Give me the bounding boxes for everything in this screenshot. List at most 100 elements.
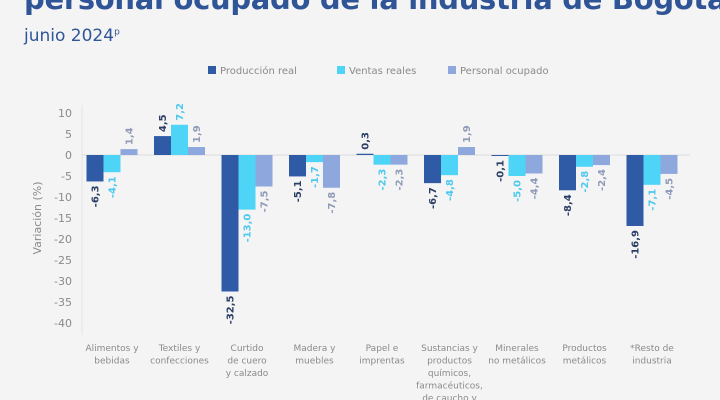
bar [576,155,593,167]
category-label: Papel e imprentas [359,344,405,367]
category-label-line: Madera y [294,344,337,354]
data-label: -13,0 [243,214,254,243]
category-label-line: Alimentos y [85,344,139,354]
data-label: -5,1 [293,180,304,202]
bar [441,155,458,176]
category-label-line: y calzado [226,369,269,379]
bar [103,155,121,173]
legend: Producción real Ventas reales Personal ocu… [208,65,549,77]
bar [289,155,306,177]
data-label: -7,1 [648,189,659,211]
legend-label: Personal ocupado [460,66,549,77]
bar [255,155,273,187]
y-tick-label: -10 [54,191,72,204]
y-tick-label: -25 [54,254,72,267]
y-tick-label: -40 [54,317,72,330]
data-label: -2,3 [378,169,389,191]
bar [508,155,526,176]
bar [424,155,441,184]
data-label: 7,2 [175,103,186,121]
bar [154,136,171,155]
category-label: Curtido de cuero y calzado [226,344,269,379]
subtitle-superscript: p [114,27,120,38]
y-tick-label: -30 [54,275,72,288]
bar [559,155,576,191]
y-tick-label: -5 [61,170,72,183]
data-label: -32,5 [226,295,237,324]
category-label-line: imprentas [359,357,405,367]
bar [306,155,323,163]
y-axis-label: Variación (%) [31,181,44,254]
category-label-line: Minerales [495,344,539,354]
bar [458,147,475,155]
category-label-line: Sustancias y [421,344,478,354]
category-label-line: químicos, [428,369,471,379]
data-label: -2,3 [395,169,406,191]
legend-swatch [337,66,345,74]
data-label: -4,4 [530,177,541,199]
bar [390,155,408,165]
data-label: -7,8 [327,192,338,214]
category-label-line: de caucho y [422,394,477,400]
bar [86,155,104,182]
y-tick-label: 10 [58,107,72,120]
data-label: -2,4 [597,169,608,191]
category-label-line: Productos [562,344,607,354]
category-label: Madera y muebles [294,344,337,367]
bar [626,155,644,226]
category-label-line: metálicos [563,357,607,367]
category-label-line: productos [427,357,472,367]
data-label: 1,9 [462,125,473,143]
bar [323,155,340,188]
y-tick-label: 5 [65,128,72,141]
category-label-line: *Resto de [630,344,674,354]
data-label: 0,3 [361,132,372,150]
bar [491,155,509,156]
legend-label: Producción real [220,65,297,77]
bar [593,155,610,166]
data-label: -0,1 [496,160,507,182]
y-tick-label: -35 [54,296,72,309]
category-label-line: industria [632,357,672,367]
data-label: -8,4 [563,194,574,216]
category-label-line: Textiles y [158,344,201,354]
data-label: -4,8 [445,179,456,201]
bar [221,155,239,292]
bar [643,155,661,185]
data-label: 1,4 [125,127,136,145]
data-label: -4,1 [108,176,119,198]
y-tick-label: 0 [65,149,72,162]
category-label: Alimentos y bebidas [85,344,139,367]
data-label: -2,8 [580,171,591,193]
bar [373,155,391,165]
data-label: -1,7 [310,166,321,188]
bar [171,124,188,155]
legend-swatch [448,66,456,74]
category-label: Minerales no metálicos [488,344,546,367]
category-label-line: farmacéuticos, [416,381,483,392]
data-label: 4,5 [158,114,169,132]
data-label: -7,5 [260,190,271,212]
data-label: -16,9 [631,230,642,259]
bar [238,155,256,210]
bar [120,149,138,155]
bar [356,153,374,155]
chart-title: personal ocupado de la industria de Bogo… [24,0,720,16]
legend-label: Ventas reales [349,66,416,77]
category-label: Sustancias y productos químicos, farmacéuti… [416,344,483,400]
data-label: -6,3 [91,185,102,207]
chart-subtitle: junio 2024p [24,26,120,46]
category-label-line: Papel e [366,344,399,354]
bar [525,155,543,174]
legend-swatch [208,66,216,74]
category-label: *Resto de industria [630,344,674,367]
category-label-line: bebidas [94,357,130,367]
category-label-line: Curtido [231,344,264,354]
bar [188,147,205,155]
category-label-line: no metálicos [488,357,546,367]
data-label: -5,0 [513,180,524,202]
data-label: -4,5 [665,178,676,200]
category-label-line: de cuero [227,357,267,367]
data-label: -6,7 [428,187,439,209]
